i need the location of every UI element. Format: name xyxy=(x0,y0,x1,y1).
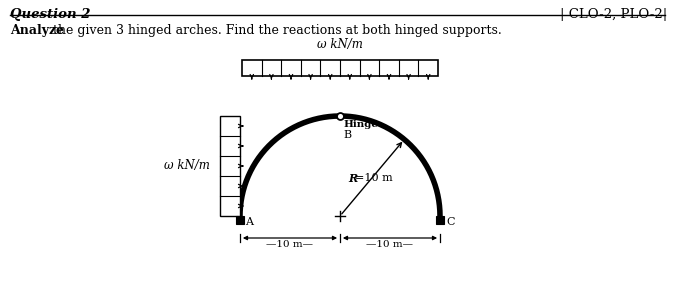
Text: the given 3 hinged arches. Find the reactions at both hinged supports.: the given 3 hinged arches. Find the reac… xyxy=(49,24,502,37)
Text: —10 m—: —10 m— xyxy=(266,240,314,249)
Text: R: R xyxy=(348,172,357,184)
Bar xyxy=(242,60,438,76)
Text: B: B xyxy=(343,130,351,140)
Text: Hinge: Hinge xyxy=(343,120,378,129)
Bar xyxy=(220,116,240,216)
Text: Analyze: Analyze xyxy=(10,24,64,37)
Text: A: A xyxy=(245,217,253,227)
Text: —10 m—: —10 m— xyxy=(367,240,414,249)
Text: C: C xyxy=(446,217,454,227)
Text: ω kN/m: ω kN/m xyxy=(164,160,210,172)
Text: ω kN/m: ω kN/m xyxy=(317,38,363,51)
Bar xyxy=(436,216,444,224)
Text: Question 2: Question 2 xyxy=(10,8,90,21)
Text: =10 m: =10 m xyxy=(355,173,392,183)
Bar xyxy=(236,216,244,224)
Text: | CLO-2, PLO-2|: | CLO-2, PLO-2| xyxy=(559,8,667,21)
